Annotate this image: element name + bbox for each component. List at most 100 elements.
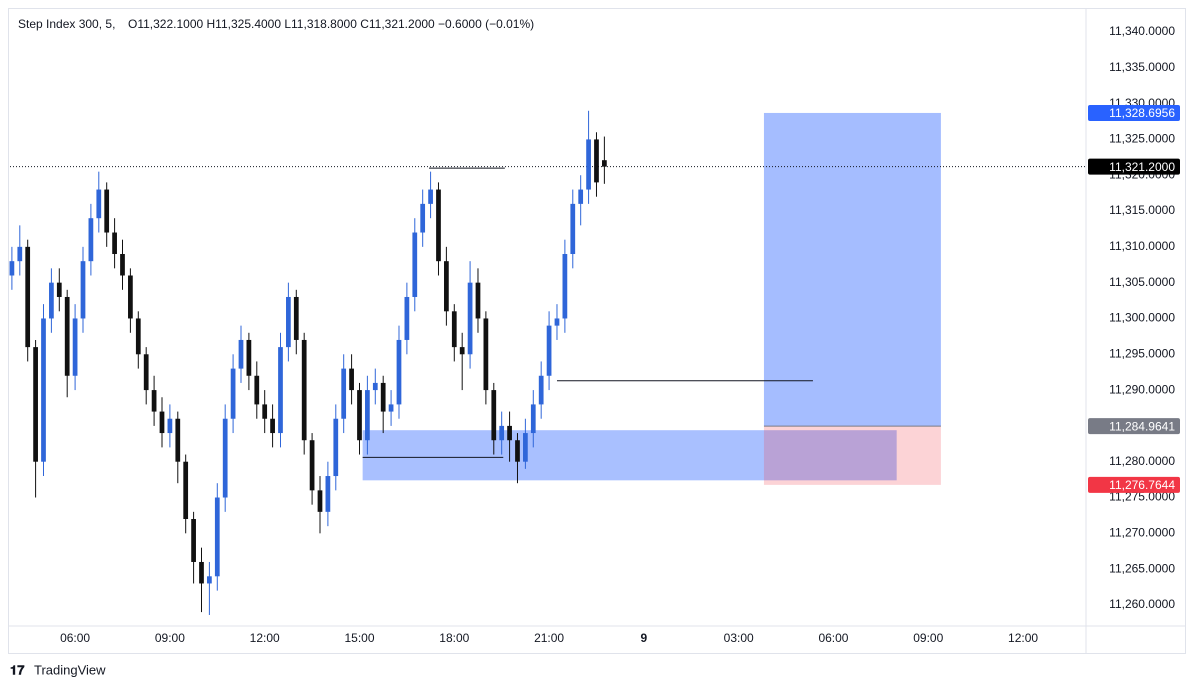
entry-price-badge <box>1088 418 1180 435</box>
ohlc-legend: O11,322.1000 H11,325.4000 L11,318.8000 C… <box>128 17 534 31</box>
candle-body <box>420 203 426 233</box>
candle-body <box>33 347 38 462</box>
candle-body <box>286 296 291 348</box>
plot <box>9 110 1085 615</box>
candle-body <box>9 261 15 276</box>
target-zone <box>763 112 941 427</box>
y-tick-label: 11,275.0000 <box>1109 490 1175 504</box>
candle-body <box>586 139 591 190</box>
candle-body <box>167 418 173 434</box>
candle-body <box>49 282 54 319</box>
candle-body <box>325 476 331 512</box>
candle-body <box>191 519 196 562</box>
candle-body <box>467 282 473 355</box>
candle-body <box>499 425 505 441</box>
candle-body <box>388 404 394 412</box>
candle-body <box>483 318 489 391</box>
candle-body <box>72 318 78 376</box>
y-tick-label: 11,265.0000 <box>1109 561 1175 575</box>
candle-body <box>570 203 576 255</box>
x-tick-label: 12:00 <box>250 631 280 645</box>
logo: 𝟏𝟕 <box>10 662 25 677</box>
y-tick-label: 11,310.0000 <box>1109 239 1175 253</box>
candle-body <box>25 246 31 348</box>
candle-body <box>507 425 512 441</box>
candle-body <box>372 382 378 391</box>
candle-body <box>578 189 584 204</box>
candle-body <box>88 218 94 262</box>
x-tick-label: 21:00 <box>534 631 564 645</box>
candle-body <box>428 189 433 204</box>
candle-body <box>143 354 149 391</box>
chart-title: Step Index 300, 5, <box>18 17 115 31</box>
y-tick-label: 11,270.0000 <box>1109 525 1175 539</box>
candle-body <box>183 461 189 520</box>
candle-body <box>459 347 465 355</box>
zone <box>362 430 897 481</box>
y-tick-label: 11,315.0000 <box>1109 203 1175 217</box>
candle-body <box>151 390 157 412</box>
y-tick-label: 11,335.0000 <box>1109 60 1175 74</box>
candle-body <box>515 440 520 462</box>
candle-body <box>530 404 536 434</box>
candle-body <box>214 497 220 577</box>
x-tick-label: 9 <box>641 631 648 645</box>
x-tick-label: 15:00 <box>344 631 374 645</box>
candle-body <box>270 418 275 434</box>
candle-body <box>523 433 528 462</box>
y-tick-label: 11,305.0000 <box>1109 275 1175 289</box>
candle-body <box>404 296 410 340</box>
candle-body <box>554 318 560 326</box>
candle-body <box>293 296 299 340</box>
y-tick-label: 11,260.0000 <box>1109 597 1175 611</box>
candle-body <box>17 246 23 262</box>
target-price-badge <box>1088 104 1180 121</box>
candle-body <box>96 189 102 219</box>
candle-body <box>222 418 228 498</box>
y-tick-label: 11,340.0000 <box>1109 24 1175 38</box>
candle-body <box>64 296 70 376</box>
candle-body <box>199 561 204 584</box>
candle-body <box>128 275 133 319</box>
candle-body <box>341 368 347 419</box>
candle-body <box>112 232 117 255</box>
logo-icon: 𝟏𝟕 <box>10 662 25 677</box>
stop-price-badge <box>1088 476 1180 493</box>
brand: TradingView <box>34 662 106 677</box>
candle-body <box>333 418 339 477</box>
candle-body <box>135 318 141 355</box>
candle-body <box>309 440 315 491</box>
candle-body <box>491 390 497 441</box>
x-tick-label: 06:00 <box>60 631 90 645</box>
candle-body <box>396 339 402 405</box>
candle-body <box>317 490 323 512</box>
stop-zone <box>763 426 941 485</box>
candle-body <box>230 368 236 419</box>
candle-body <box>238 339 244 369</box>
candle-body <box>120 254 125 276</box>
y-tick-label: 11,295.0000 <box>1109 346 1175 360</box>
y-tick-label: 11,290.0000 <box>1109 382 1175 396</box>
candle-body <box>538 375 544 405</box>
candle-body <box>262 404 268 419</box>
candle-body <box>175 418 181 462</box>
candle-body <box>254 375 260 405</box>
last-price-badge <box>1088 158 1180 175</box>
candle-body <box>349 368 354 391</box>
candle-body <box>444 261 449 312</box>
candle-body <box>475 282 481 319</box>
candle-body <box>56 282 62 297</box>
candle-body <box>159 411 165 434</box>
candle-body <box>104 189 110 233</box>
candle-body <box>412 232 418 297</box>
y-tick-label: 11,325.0000 <box>1109 132 1175 146</box>
candle-body <box>436 189 441 262</box>
candle-body <box>380 382 386 412</box>
stop-price-label: 11,276.7644 <box>1109 478 1175 492</box>
x-tick-label: 06:00 <box>818 631 848 645</box>
candle-body <box>357 390 362 441</box>
candle-body <box>80 261 86 319</box>
candle-body <box>207 576 212 584</box>
